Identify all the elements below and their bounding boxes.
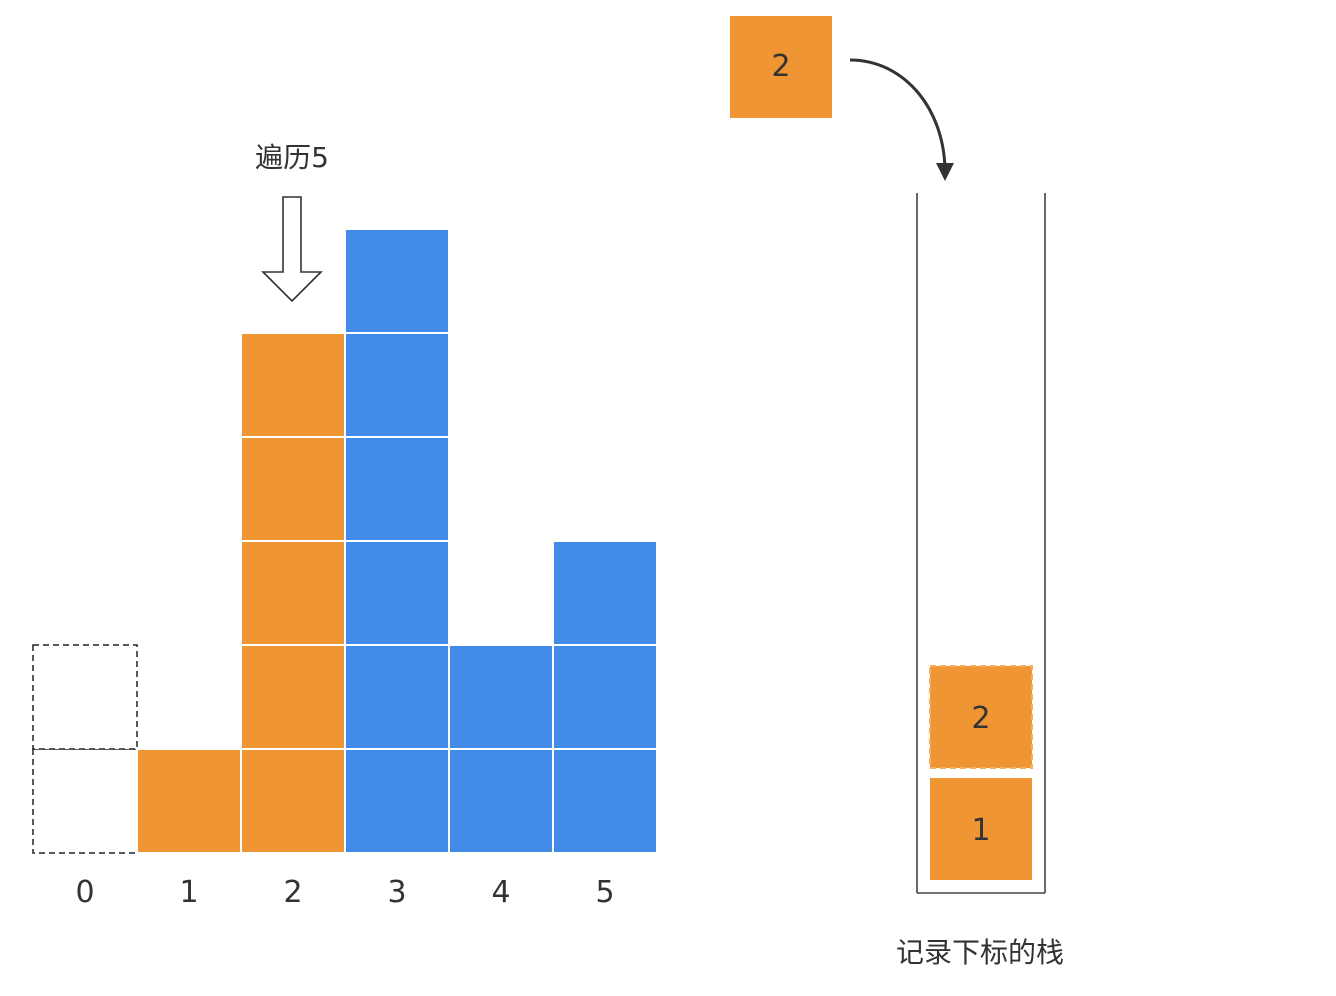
index-label-5: 5	[595, 875, 614, 910]
stack-item-2	[929, 665, 1033, 769]
bar-3-cell-1	[344, 748, 450, 854]
bar-2-cell-2	[240, 644, 346, 750]
bar-2-cell-1	[240, 748, 346, 854]
bar-4-cell-2	[448, 644, 554, 750]
stack-caption: 记录下标的栈	[896, 936, 1064, 969]
popped-element-value: 2	[771, 49, 790, 84]
index-label-4: 4	[491, 875, 510, 910]
popped-element-box	[730, 16, 832, 118]
bar-5-cell-1	[552, 748, 658, 854]
stack-item-1	[930, 778, 1032, 880]
bar-1-cell-1	[136, 748, 242, 854]
popped-element: 2	[730, 16, 832, 118]
histogram	[32, 228, 658, 854]
traverse-label: 遍历5	[255, 141, 329, 174]
bar-2-cell-4	[240, 436, 346, 542]
index-label-1: 1	[179, 875, 198, 910]
stack-item-1-value: 1	[971, 813, 990, 848]
bar-2-cell-5	[240, 332, 346, 438]
bar-3-cell-6	[344, 228, 450, 334]
bar-5-cell-2	[552, 644, 658, 750]
bar-3-cell-3	[344, 540, 450, 646]
index-label-2: 2	[283, 875, 302, 910]
index-labels: 0 1 2 3 4 5	[75, 875, 614, 910]
stack-item-2-value: 2	[971, 701, 990, 736]
stack-items: 12	[929, 665, 1033, 880]
pop-curved-arrow-icon	[849, 58, 954, 181]
bar-0-cell-1	[32, 748, 138, 854]
bar-5-cell-3	[552, 540, 658, 646]
stack-container	[916, 193, 1046, 894]
bar-2-cell-3	[240, 540, 346, 646]
bar-3-cell-2	[344, 644, 450, 750]
bar-4-cell-1	[448, 748, 554, 854]
index-label-3: 3	[387, 875, 406, 910]
bar-3-cell-5	[344, 332, 450, 438]
bar-3-cell-4	[344, 436, 450, 542]
index-label-0: 0	[75, 875, 94, 910]
traverse-down-arrow-icon	[261, 196, 323, 303]
bar-0-cell-2	[32, 644, 138, 750]
